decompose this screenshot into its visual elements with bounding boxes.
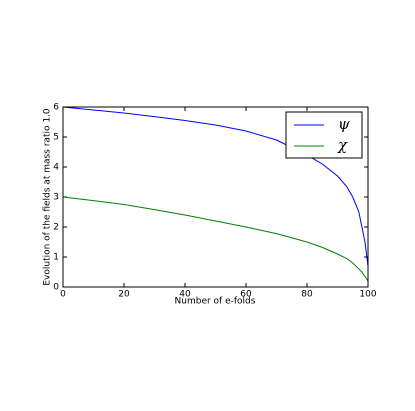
legend-label: χ bbox=[337, 136, 348, 154]
y-tick-label: 3 bbox=[53, 193, 59, 203]
y-axis-label: Evolution of the fields at mass ratio 1.… bbox=[43, 108, 53, 286]
x-tick-label: 0 bbox=[60, 290, 66, 300]
x-tick-label: 80 bbox=[301, 290, 313, 300]
x-tick-label: 100 bbox=[359, 290, 376, 300]
y-tick-label: 6 bbox=[53, 103, 59, 113]
y-tick-label: 5 bbox=[53, 133, 59, 143]
plot-frame bbox=[62, 106, 369, 288]
legend-label: ψ bbox=[338, 115, 350, 133]
x-tick-label: 40 bbox=[179, 290, 191, 300]
y-tick-label: 0 bbox=[53, 283, 59, 293]
legend-box bbox=[285, 111, 363, 159]
x-tick-label: 20 bbox=[118, 290, 130, 300]
y-tick-label: 2 bbox=[53, 223, 59, 233]
x-tick-label: 60 bbox=[240, 290, 252, 300]
series-line bbox=[62, 196, 369, 282]
y-tick-label: 4 bbox=[53, 163, 59, 173]
y-tick-label: 1 bbox=[53, 253, 59, 263]
x-axis-label: Number of e-folds bbox=[175, 297, 256, 307]
